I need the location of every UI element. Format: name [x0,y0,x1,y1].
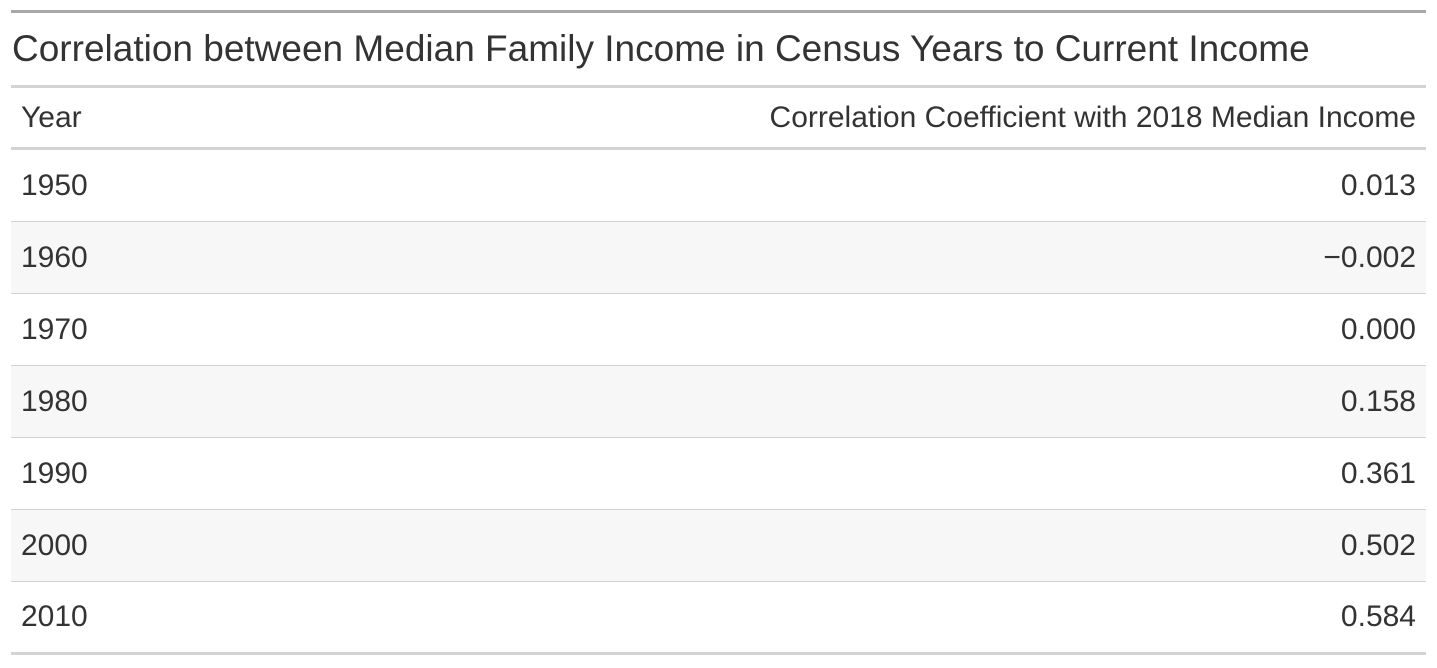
correlation-table: Correlation between Median Family Income… [11,10,1426,655]
year-cell: 1970 [11,293,719,366]
table-body: 1950 0.013 1960 −0.002 1970 0.000 1980 0… [11,148,1426,655]
column-header-correlation: Correlation Coefficient with 2018 Median… [718,88,1426,150]
correlation-cell: 0.158 [718,365,1426,438]
table-row: 1960 −0.002 [11,221,1426,294]
year-cell: 2010 [11,581,719,655]
year-cell: 1950 [11,148,719,222]
table-title: Correlation between Median Family Income… [11,13,1426,88]
year-cell: 2000 [11,509,719,582]
correlation-cell: 0.502 [718,509,1426,582]
year-cell: 1960 [11,221,719,294]
table-row: 2000 0.502 [11,509,1426,582]
column-header-year: Year [11,88,719,150]
table-row: 1990 0.361 [11,437,1426,510]
correlation-cell: 0.584 [718,581,1426,655]
table-row: 1980 0.158 [11,365,1426,438]
header-row: Year Correlation Coefficient with 2018 M… [11,88,1426,150]
table-row: 2010 0.584 [11,581,1426,655]
correlation-cell: 0.000 [718,293,1426,366]
table-row: 1950 0.013 [11,148,1426,222]
correlation-cell: −0.002 [718,221,1426,294]
table-header: Year Correlation Coefficient with 2018 M… [11,88,1426,150]
year-cell: 1980 [11,365,719,438]
correlation-cell: 0.361 [718,437,1426,510]
table-row: 1970 0.000 [11,293,1426,366]
correlation-cell: 0.013 [718,148,1426,222]
data-table: Year Correlation Coefficient with 2018 M… [11,88,1426,655]
year-cell: 1990 [11,437,719,510]
